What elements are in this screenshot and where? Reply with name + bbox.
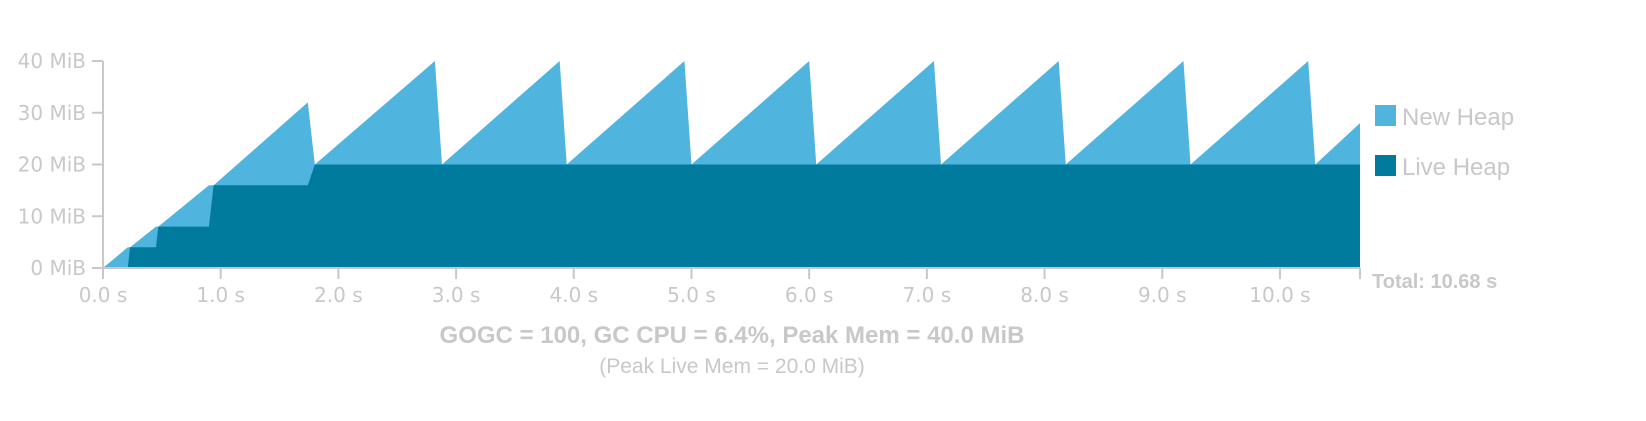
x-tick-label: 9.0 s bbox=[1138, 283, 1187, 307]
x-tick-label: 3.0 s bbox=[432, 283, 481, 307]
y-tick-label: 20 MiB bbox=[18, 153, 86, 177]
peak-live-mem: (Peak Live Mem = 20.0 MiB) bbox=[599, 355, 865, 378]
x-tick-label: 6.0 s bbox=[785, 283, 834, 307]
legend-swatch bbox=[1375, 105, 1396, 126]
y-tick-label: 10 MiB bbox=[18, 204, 86, 228]
legend-label: Live Heap bbox=[1402, 154, 1510, 181]
x-tick-label: 7.0 s bbox=[903, 283, 952, 307]
total-time-label: Total: 10.68 s bbox=[1372, 271, 1497, 293]
x-tick-label: 5.0 s bbox=[667, 283, 716, 307]
gc-summary: GOGC = 100, GC CPU = 6.4%, Peak Mem = 40… bbox=[440, 322, 1025, 349]
x-tick-label: 1.0 s bbox=[196, 283, 245, 307]
y-axis: 0 MiB 10 MiB 20 MiB 30 MiB 40 MiB bbox=[18, 49, 104, 280]
plot-area bbox=[103, 61, 1360, 268]
y-tick-label: 0 MiB bbox=[30, 256, 86, 280]
x-tick-label: 10.0 s bbox=[1249, 283, 1310, 307]
x-axis: 0.0 s 1.0 s 2.0 s 3.0 s 4.0 s 5.0 s 6.0 s 7.0 s… bbox=[79, 267, 1361, 307]
legend-label: New Heap bbox=[1402, 104, 1514, 131]
x-tick-label: 0.0 s bbox=[79, 283, 128, 307]
series-area-live-heap bbox=[103, 164, 1360, 268]
legend-swatch bbox=[1375, 155, 1396, 176]
legend: New Heap Live Heap bbox=[1375, 104, 1514, 181]
y-tick-label: 30 MiB bbox=[18, 101, 86, 125]
x-tick-label: 2.0 s bbox=[314, 283, 363, 307]
y-tick-label: 40 MiB bbox=[18, 49, 86, 73]
x-tick-label: 4.0 s bbox=[549, 283, 598, 307]
x-tick-label: 8.0 s bbox=[1020, 283, 1069, 307]
